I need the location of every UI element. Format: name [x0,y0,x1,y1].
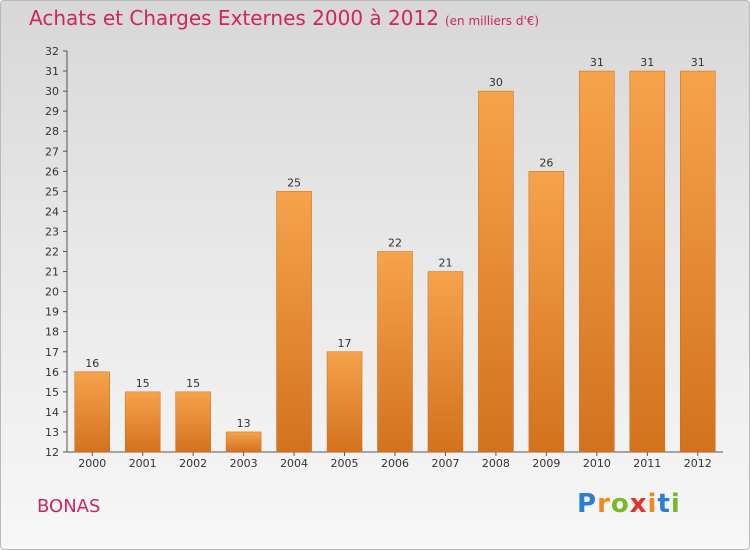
x-tick-label-2005: 2005 [331,457,359,470]
value-label-2010: 31 [590,56,604,69]
x-tick-label-2012: 2012 [684,457,712,470]
logo-letter: i [647,489,658,519]
value-label-2009: 26 [539,156,553,169]
title-unit: (en milliers d'€) [444,14,540,28]
y-tick-label: 28 [45,125,59,138]
logo-letter: t [657,489,671,519]
y-tick-label: 17 [45,346,59,359]
bar-2004 [276,191,312,453]
value-label-2011: 31 [640,56,654,69]
bar-2008 [478,90,514,453]
y-tick-label: 12 [45,446,59,459]
value-label-2004: 25 [287,176,301,189]
y-tick-label: 32 [45,45,59,58]
chart-axes: 12 13 14 15 16 17 18 19 20 21 22 23 24 25 26 27 28 29 30 31… [45,45,723,470]
y-tick-label: 15 [45,386,59,399]
y-tick-label: 21 [45,266,59,279]
title-text: Achats et Charges Externes 2000 à 2012 [29,6,439,30]
value-label-2000: 16 [85,357,99,370]
y-tick-label: 24 [45,205,59,218]
value-label-2001: 15 [136,377,150,390]
bar-2010 [579,70,615,453]
proxiti-logo: Proxiti [577,489,681,519]
y-tick-label: 31 [45,65,59,78]
x-tick-label-2006: 2006 [381,457,409,470]
logo-letter: r [597,489,611,519]
y-tick-label: 18 [45,326,59,339]
value-label-2006: 22 [388,237,402,250]
bar-2005 [326,351,363,453]
logo-letter: i [670,489,681,519]
chart-title: Achats et Charges Externes 2000 à 2012 (e… [29,6,539,30]
x-tick-label-2008: 2008 [482,457,510,470]
y-tick-label: 26 [45,165,59,178]
logo-letter: o [610,489,630,519]
bar-2003 [225,431,262,453]
value-label-2003: 13 [237,417,251,430]
bar-2000 [74,371,110,453]
bar-2012 [680,70,716,453]
value-label-2007: 21 [438,257,452,270]
x-tick-label-2010: 2010 [583,457,611,470]
y-tick-label: 29 [45,105,59,118]
bar-2006 [377,251,413,453]
bar-2001 [124,391,161,453]
y-tick-label: 19 [45,306,59,319]
value-label-2002: 15 [186,377,200,390]
chart-bars: 16 15 15 13 25 17 22 21 30 26 31 31 31 [74,56,716,453]
y-tick-label: 14 [45,406,59,419]
y-tick-label: 25 [45,185,59,198]
x-tick-label-2001: 2001 [129,457,157,470]
x-tick-label-2000: 2000 [78,457,106,470]
logo-letter: P [577,489,598,519]
bar-2007 [427,271,464,453]
x-tick-label-2004: 2004 [280,457,308,470]
x-tick-label-2009: 2009 [532,457,560,470]
x-tick-label-2002: 2002 [179,457,207,470]
y-tick-label: 13 [45,426,59,439]
value-label-2012: 31 [691,56,705,69]
x-tick-label-2011: 2011 [633,457,661,470]
y-tick-label: 30 [45,85,59,98]
bar-2011 [629,70,666,453]
x-tick-label-2003: 2003 [230,457,258,470]
y-tick-label: 16 [45,366,59,379]
y-tick-label: 22 [45,246,59,259]
bar-2009 [528,171,565,453]
y-tick-label: 20 [45,286,59,299]
town-name: BONAS [37,496,101,517]
y-tick-label: 27 [45,145,59,158]
y-tick-label: 23 [45,225,59,238]
value-label-2008: 30 [489,76,503,89]
x-tick-label-2007: 2007 [431,457,459,470]
value-label-2005: 17 [338,337,352,350]
bar-2002 [175,391,211,453]
logo-letter: x [629,489,648,519]
